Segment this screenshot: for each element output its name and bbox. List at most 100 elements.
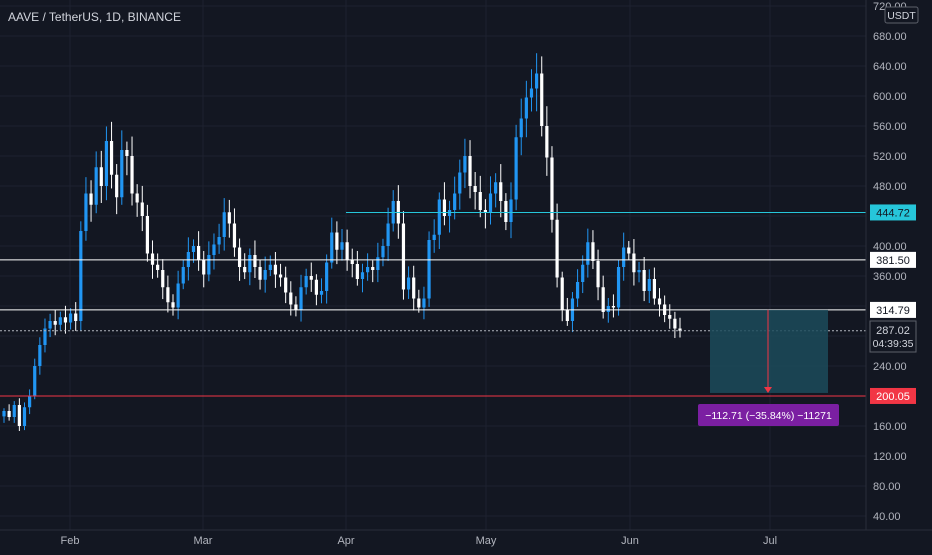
candle-body (248, 255, 252, 273)
candle-body (376, 257, 380, 270)
price-tick-label: 600.00 (873, 91, 907, 103)
chart-title: AAVE / TetherUS, 1D, BINANCE (8, 10, 181, 24)
candle-body (104, 141, 109, 186)
candle-body (519, 118, 523, 138)
measure-box[interactable] (710, 309, 828, 393)
candle-body (355, 264, 359, 279)
candle-body (89, 193, 93, 205)
candle-body (586, 242, 590, 265)
cyan-price-tag-text: 444.72 (876, 207, 910, 219)
price-tick-label: 520.00 (873, 151, 907, 163)
candle-body (12, 405, 16, 417)
red-price-tag (870, 387, 916, 404)
candle-body (458, 172, 462, 194)
price-tick-label: 680.00 (873, 31, 907, 43)
candle-body (524, 97, 528, 119)
candle-body (381, 246, 385, 258)
candle-body (366, 267, 370, 273)
candle-body (171, 302, 175, 308)
white-price-tag-1-text: 381.50 (876, 255, 910, 267)
measure-arrow-head (764, 386, 772, 393)
candle-body (478, 192, 482, 210)
candle-body (115, 174, 119, 198)
price-tick-label: 40.00 (873, 511, 901, 523)
candle-body (156, 264, 160, 270)
time-axis-ticks: Feb Mar Apr May Jun Jul (61, 535, 778, 547)
candle-body (514, 137, 518, 200)
time-tick-label: Mar (194, 535, 213, 547)
current-price-tag (869, 320, 917, 353)
candle-body (181, 267, 185, 284)
candle-body (673, 318, 677, 329)
candle-body (494, 182, 498, 194)
time-tick-label: Jun (621, 535, 639, 547)
candle-body (222, 212, 226, 237)
candle-body (427, 240, 431, 299)
candle-body (606, 306, 610, 312)
candle-body (232, 223, 237, 248)
candle-body (412, 277, 416, 299)
candle-body (330, 232, 334, 263)
candle-body (63, 317, 68, 323)
candle-body (350, 259, 354, 264)
countdown-text: 04:39:35 (873, 338, 914, 350)
candle-body (294, 304, 298, 310)
candle-body (176, 283, 180, 308)
candle-body (74, 313, 78, 321)
candle-body (657, 298, 662, 305)
currency-label: USDT (887, 10, 916, 22)
time-axis-panel[interactable] (0, 530, 932, 550)
candle-body (550, 157, 554, 220)
candle-body (125, 150, 129, 156)
candle-body (299, 287, 303, 310)
candle-body (53, 321, 57, 325)
price-tick-label: 80.00 (873, 481, 901, 493)
candle-body (401, 223, 406, 290)
candle-body (258, 267, 262, 280)
candle-body (504, 201, 508, 222)
candle-body (284, 277, 288, 293)
candle-body (575, 282, 580, 299)
candle-body (335, 232, 339, 250)
candle-body (28, 396, 32, 408)
measure-label: −112.71 (−35.84%) −11271 (705, 410, 832, 422)
candle-body (432, 234, 436, 240)
candle-body (94, 167, 98, 205)
candle-body (84, 193, 88, 231)
candle-body (7, 411, 11, 417)
candle-body (581, 264, 585, 282)
candle-body (447, 210, 452, 216)
price-tick-label: 400.00 (873, 241, 907, 253)
candle-body (442, 199, 447, 216)
candle-body (468, 156, 472, 186)
currency-badge[interactable] (884, 6, 919, 24)
candle-body (473, 186, 477, 192)
candle-body (278, 274, 283, 278)
candle-body (309, 276, 313, 280)
candle-body (319, 291, 324, 295)
red-price-tag-text: 200.05 (876, 391, 910, 403)
candle-body (314, 279, 318, 295)
candle-body (38, 345, 42, 366)
candle-body (253, 255, 257, 267)
price-tick-label: 640.00 (873, 61, 907, 73)
candle-body (140, 202, 144, 216)
candle-body (120, 150, 124, 198)
candle-body (99, 167, 103, 186)
price-axis-panel[interactable] (866, 0, 932, 550)
candle-body (109, 141, 114, 175)
candle-body (545, 126, 549, 158)
candle-body (268, 264, 272, 270)
candle-body (652, 279, 656, 299)
candle-body (360, 272, 365, 279)
price-tick-label: 480.00 (873, 181, 907, 193)
candle-body (22, 407, 27, 426)
candle-body (237, 247, 242, 267)
candle-body (79, 231, 83, 321)
white-price-tag-2 (870, 301, 916, 318)
candle-body (371, 267, 375, 270)
candle-body (632, 253, 636, 273)
